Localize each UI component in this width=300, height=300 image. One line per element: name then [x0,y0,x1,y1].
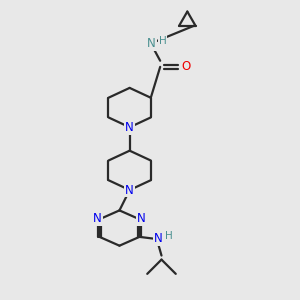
Text: N: N [154,232,163,245]
Text: N: N [125,184,134,196]
Text: H: H [159,36,167,46]
Text: O: O [182,60,191,74]
Text: N: N [137,212,146,225]
Text: H: H [165,231,173,241]
Text: N: N [93,212,102,225]
Text: N: N [147,37,156,50]
Text: N: N [125,121,134,134]
